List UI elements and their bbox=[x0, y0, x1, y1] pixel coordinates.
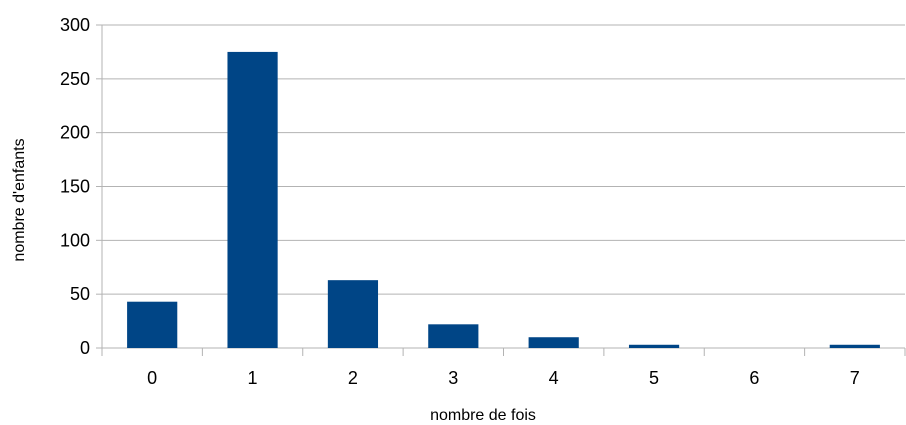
x-tick-label: 0 bbox=[147, 368, 157, 388]
x-tick-label: 1 bbox=[248, 368, 258, 388]
bar-7 bbox=[829, 344, 880, 348]
x-tick-label: 5 bbox=[649, 368, 659, 388]
y-axis-title: nombre d'enfants bbox=[11, 138, 28, 261]
x-axis-title: nombre de fois bbox=[430, 407, 536, 424]
y-tick-label: 300 bbox=[60, 15, 90, 35]
bar-1 bbox=[227, 51, 278, 349]
bar-5 bbox=[628, 344, 680, 348]
x-tick-label: 7 bbox=[850, 368, 860, 388]
y-tick-label: 50 bbox=[70, 284, 90, 304]
x-tick-label: 3 bbox=[448, 368, 458, 388]
bar-3 bbox=[428, 324, 479, 348]
bar-2 bbox=[327, 280, 379, 348]
bar-0 bbox=[127, 301, 178, 348]
bars bbox=[127, 51, 880, 349]
y-tick-label: 0 bbox=[80, 338, 90, 358]
x-tick-label: 4 bbox=[549, 368, 559, 388]
y-tick-label: 200 bbox=[60, 123, 90, 143]
x-tick-label: 2 bbox=[348, 368, 358, 388]
x-tick-label: 6 bbox=[749, 368, 759, 388]
bar-4 bbox=[528, 337, 579, 348]
y-tick-label: 100 bbox=[60, 230, 90, 250]
axes bbox=[96, 24, 906, 356]
y-tick-label: 250 bbox=[60, 69, 90, 89]
tick-labels: 0 50 100 150 200 250 300 0 1 2 3 4 5 6 7 bbox=[60, 15, 860, 388]
gridlines bbox=[102, 24, 905, 349]
y-tick-label: 150 bbox=[60, 177, 90, 197]
